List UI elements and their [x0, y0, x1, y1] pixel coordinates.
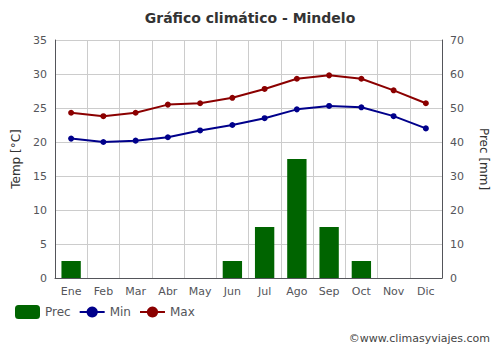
- svg-text:0: 0: [40, 272, 47, 285]
- svg-text:Nov: Nov: [383, 285, 405, 298]
- svg-text:20: 20: [33, 136, 47, 149]
- svg-text:Dic: Dic: [417, 285, 435, 298]
- svg-text:60: 60: [450, 68, 464, 81]
- svg-text:Prec: Prec: [45, 305, 71, 319]
- svg-text:20: 20: [450, 204, 464, 217]
- svg-text:30: 30: [33, 68, 47, 81]
- svg-text:Min: Min: [110, 305, 131, 319]
- svg-text:15: 15: [33, 170, 47, 183]
- svg-text:Sep: Sep: [319, 285, 340, 298]
- svg-text:10: 10: [33, 204, 47, 217]
- svg-text:Max: Max: [170, 305, 195, 319]
- svg-text:©www.climasyviajes.com: ©www.climasyviajes.com: [349, 332, 490, 345]
- svg-text:35: 35: [33, 34, 47, 47]
- svg-text:10: 10: [450, 238, 464, 251]
- svg-text:Ago: Ago: [286, 285, 308, 298]
- svg-text:May: May: [189, 285, 212, 298]
- svg-text:50: 50: [450, 102, 464, 115]
- svg-text:Mar: Mar: [125, 285, 146, 298]
- svg-text:30: 30: [450, 170, 464, 183]
- svg-text:Prec [mm]: Prec [mm]: [477, 128, 491, 190]
- svg-text:70: 70: [450, 34, 464, 47]
- svg-text:Feb: Feb: [94, 285, 113, 298]
- svg-text:Jul: Jul: [257, 285, 271, 298]
- svg-text:Abr: Abr: [158, 285, 178, 298]
- svg-text:Oct: Oct: [352, 285, 372, 298]
- svg-text:25: 25: [33, 102, 47, 115]
- svg-text:5: 5: [40, 238, 47, 251]
- svg-text:Gráfico climático - Mindelo: Gráfico climático - Mindelo: [145, 10, 356, 26]
- svg-text:40: 40: [450, 136, 464, 149]
- svg-text:0: 0: [450, 272, 457, 285]
- svg-text:Jun: Jun: [223, 285, 241, 298]
- svg-text:Temp [°C]: Temp [°C]: [9, 129, 23, 190]
- svg-text:Ene: Ene: [61, 285, 82, 298]
